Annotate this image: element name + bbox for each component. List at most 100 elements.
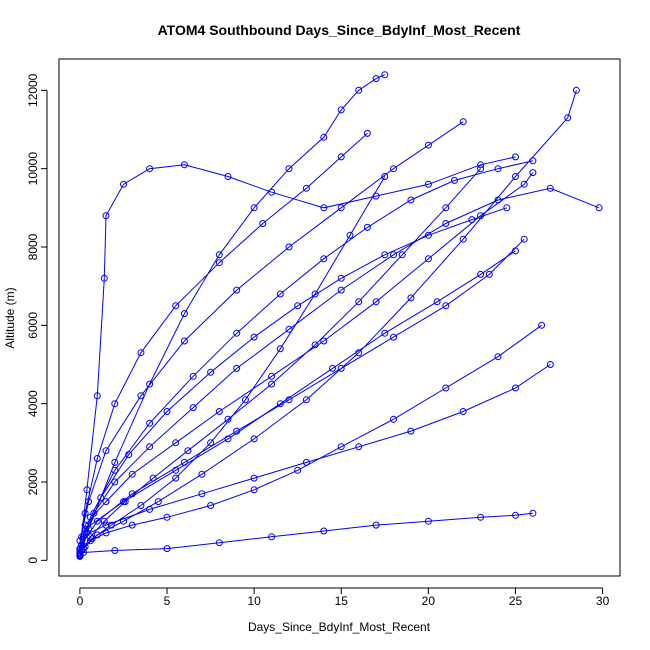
data-point: [189, 404, 197, 412]
data-point: [381, 173, 389, 180]
data-point: [149, 474, 157, 482]
data-point: [442, 384, 450, 392]
data-point: [285, 243, 293, 251]
data-point: [294, 466, 302, 474]
data-point: [111, 400, 119, 408]
data-point: [268, 372, 276, 380]
data-point: [520, 180, 528, 188]
data-point: [424, 517, 432, 525]
x-tick-label: 20: [422, 594, 436, 608]
data-point: [102, 498, 110, 506]
data-point: [407, 196, 415, 204]
data-point: [81, 509, 89, 517]
x-tick-label: 25: [509, 594, 523, 608]
data-point: [215, 539, 223, 547]
data-point: [224, 173, 232, 180]
data-point: [302, 184, 310, 192]
data-point: [390, 333, 397, 341]
data-point: [93, 517, 101, 525]
data-point: [250, 474, 258, 482]
data-point: [111, 466, 119, 474]
data-point: [146, 443, 154, 451]
data-point: [107, 521, 115, 529]
data-point: [128, 470, 136, 478]
data-point: [564, 114, 572, 122]
data-point: [137, 392, 145, 400]
data-point: [494, 353, 502, 361]
data-point: [207, 439, 215, 447]
data-point: [268, 380, 276, 388]
data-point: [180, 337, 188, 345]
data-point: [111, 478, 119, 486]
data-point: [529, 509, 537, 517]
data-point: [512, 173, 519, 180]
data-point: [477, 270, 485, 278]
data-point: [302, 458, 310, 466]
data-point: [355, 86, 363, 94]
data-point: [459, 118, 467, 126]
data-point: [102, 447, 110, 455]
data-point: [546, 361, 554, 368]
data-point: [102, 521, 110, 529]
data-point: [424, 255, 432, 263]
data-point: [76, 552, 84, 560]
data-point: [215, 251, 223, 259]
data-point: [285, 165, 293, 173]
data-point: [276, 400, 284, 408]
data-point: [390, 165, 397, 173]
data-point: [198, 490, 206, 498]
data-point: [424, 231, 432, 239]
data-point: [459, 235, 467, 243]
data-point: [146, 165, 154, 173]
data-point: [503, 204, 511, 212]
y-tick-label: 0: [26, 557, 40, 564]
data-point: [355, 298, 363, 306]
data-point: [520, 235, 528, 243]
data-point: [215, 408, 223, 415]
series-line-7: [81, 238, 525, 545]
series-line-15: [84, 250, 516, 530]
data-point: [512, 247, 519, 255]
data-point: [207, 368, 215, 376]
x-axis-label: Days_Since_BdyInf_Most_Recent: [248, 620, 431, 634]
y-tick-label: 12000: [26, 73, 40, 107]
data-point: [372, 298, 380, 306]
series-line-0: [79, 172, 534, 555]
y-tick-label: 10000: [26, 152, 40, 186]
data-point: [477, 161, 485, 169]
data-point: [79, 545, 87, 553]
series-layer: [76, 71, 603, 560]
y-axis-label: Altitude (m): [3, 287, 17, 348]
series-line-4: [81, 324, 542, 551]
data-point: [337, 204, 345, 212]
y-tick-label: 8000: [26, 233, 40, 260]
data-point: [407, 294, 415, 302]
data-point: [276, 290, 284, 298]
y-tick-label: 6000: [26, 312, 40, 339]
data-point: [311, 341, 319, 349]
data-point: [424, 141, 432, 149]
data-point: [538, 321, 546, 329]
data-point: [146, 505, 154, 513]
data-point: [111, 547, 119, 554]
data-point: [172, 439, 180, 447]
data-point: [294, 302, 302, 310]
y-tick-label: 4000: [26, 390, 40, 417]
data-point: [302, 396, 310, 404]
series-line-6: [79, 176, 386, 554]
data-point: [546, 184, 554, 192]
data-point: [346, 231, 354, 239]
data-point: [337, 364, 345, 372]
x-tick-label: 10: [247, 594, 261, 608]
x-axis: 0 5 10 15 20 25 30: [77, 587, 610, 608]
data-point: [595, 204, 603, 212]
x-tick-label: 15: [335, 594, 349, 608]
data-point: [529, 169, 537, 177]
data-point: [442, 220, 450, 227]
y-tick-label: 2000: [26, 468, 40, 495]
data-point: [320, 204, 328, 212]
data-point: [93, 455, 101, 462]
data-point: [163, 513, 171, 521]
x-tick-label: 5: [164, 594, 171, 608]
data-point: [120, 498, 127, 506]
